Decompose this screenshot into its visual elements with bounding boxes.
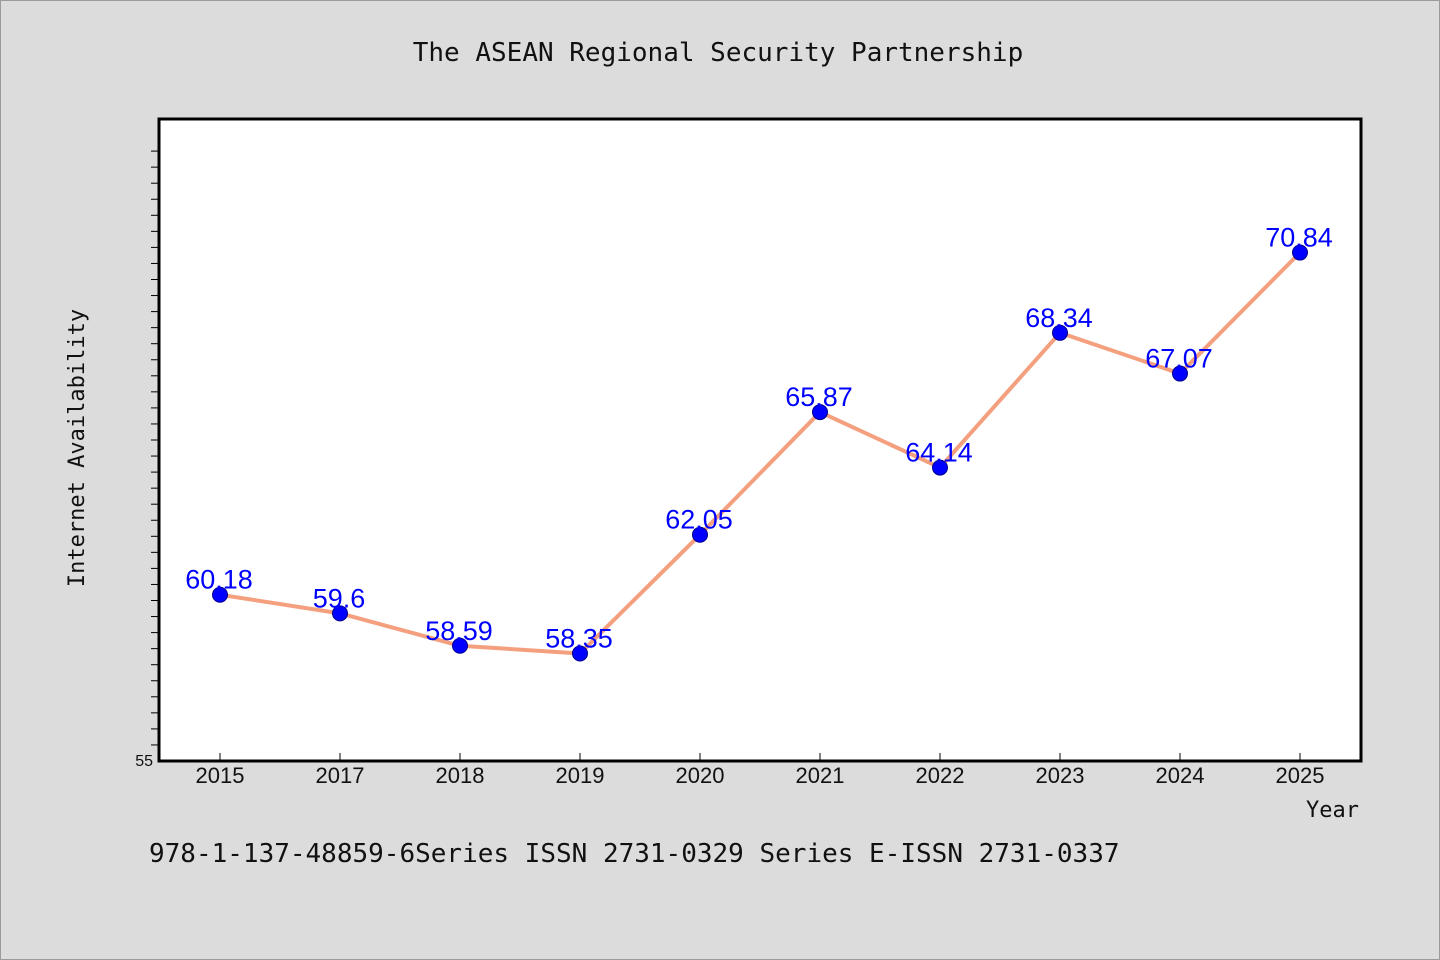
footer-isbn-issn: 978-1-137-48859-6Series ISSN 2731-0329 S…	[149, 839, 1120, 869]
data-labels-group: 60.18 59.6 58.59 58.35 62.05 65.87 64.14 68.34 6…	[185, 223, 1333, 654]
data-point	[812, 404, 828, 421]
data-label: 65.87	[785, 382, 853, 412]
plot-area	[157, 117, 1363, 763]
x-tick-label: 2020	[676, 763, 725, 788]
x-tick-label: 2021	[796, 763, 845, 788]
data-point	[932, 459, 948, 476]
data-point	[1052, 324, 1068, 341]
y-axis-title: Internet Availability	[65, 309, 90, 587]
x-axis-ticks: 2015 2017 2018 2019 2020 2021 2022 2023 2024 2025	[196, 753, 1325, 788]
data-label: 58.35	[545, 623, 613, 653]
data-point	[572, 645, 588, 662]
data-point	[332, 605, 348, 622]
data-point	[452, 637, 468, 654]
data-label: 58.59	[425, 616, 493, 646]
x-tick-label: 2018	[436, 763, 485, 788]
data-label: 60.18	[185, 565, 253, 595]
x-tick-label: 2025	[1276, 763, 1325, 788]
data-label: 59.6	[313, 583, 366, 613]
x-tick-label: 2019	[556, 763, 605, 788]
data-point	[212, 586, 228, 603]
data-label: 70.84	[1265, 223, 1333, 253]
data-label: 67.07	[1145, 344, 1213, 374]
x-tick-label: 2023	[1036, 763, 1085, 788]
x-tick-label: 2024	[1156, 763, 1205, 788]
x-tick-label: 2017	[316, 763, 365, 788]
data-point	[1292, 244, 1308, 261]
data-point	[692, 526, 708, 543]
x-tick-label: 2015	[196, 763, 245, 788]
series-group	[212, 244, 1308, 662]
series-line	[218, 250, 1302, 656]
x-tick-label: 2022	[916, 763, 965, 788]
chart-title: The ASEAN Regional Security Partnership	[413, 38, 1023, 68]
data-label: 62.05	[665, 505, 733, 535]
data-label: 64.14	[905, 438, 973, 468]
x-axis-title: Year	[1306, 798, 1359, 823]
data-point	[1172, 365, 1188, 382]
y-axis-min-label: 55	[135, 753, 153, 770]
data-label: 68.34	[1025, 303, 1093, 333]
y-axis-ticks	[151, 150, 159, 746]
